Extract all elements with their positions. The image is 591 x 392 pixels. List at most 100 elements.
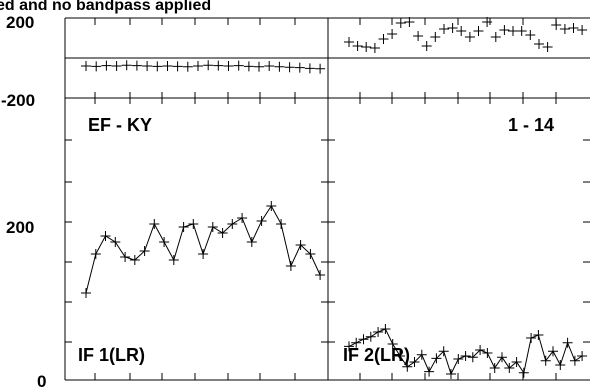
amp-right-point-21 [497,352,507,363]
amp-right-point-10 [416,349,427,360]
amp-left-point-22 [295,240,306,250]
phase-right-point-8 [413,31,424,41]
phase-left-point-6 [142,61,153,71]
amp-right-point-29 [555,360,566,370]
amp-left-point-10 [178,222,189,232]
amp-left-point-6 [139,246,150,256]
amp-right-point-26 [533,330,544,340]
phase-left-point-12 [203,60,214,71]
amp-right-point-12 [431,353,442,364]
phase-right-point-14 [464,32,475,42]
phase-left-point-20 [284,62,295,73]
plot-frame [64,17,590,381]
amp-left-point-18 [256,216,267,226]
amp-left-point-15 [227,219,238,229]
amp-left-point-8 [159,237,170,247]
phase-left-series [81,60,326,74]
legend-if2: IF 2(LR) [343,345,410,365]
amp-right-point-0 [344,341,354,352]
phase-left-point-7 [152,61,163,72]
phase-right-point-3 [369,43,380,53]
phase-left-point-8 [162,61,173,71]
phase-right-point-22 [534,39,544,49]
phase-right-point-4 [378,34,389,44]
amp-left-point-7 [149,219,160,229]
amp-right-point-18 [475,345,486,355]
phase-right-point-13 [456,26,467,36]
phase-right-point-12 [447,23,458,33]
amp-left-point-11 [188,219,199,229]
chart-title-fragment: ed and no bandpass applied [0,0,211,14]
amp-left-point-3 [110,237,121,247]
amp-right-point-15 [453,354,464,364]
phase-left-point-22 [304,63,315,74]
baseline-label: EF - KY [88,115,152,135]
amp-right-point-1 [351,337,362,348]
amp-left-point-12 [198,249,209,259]
phase-left-point-15 [233,60,244,71]
amp-left-point-19 [266,201,277,211]
phase-left-point-2 [101,60,112,71]
phase-right-point-7 [404,17,415,27]
phase-right-point-16 [482,17,493,27]
amp-left-point-14 [217,228,228,238]
amp-right-point-3 [365,331,376,342]
amp-right-point-14 [446,369,456,379]
phase-left-point-19 [274,61,285,72]
phase-right-point-5 [387,29,398,39]
phase-right-point-19 [508,26,518,36]
phase-right-point-18 [499,25,510,35]
phase-left-point-1 [91,61,102,72]
phase-right-point-26 [568,23,579,33]
phase-ytick-bottom: -200 [1,91,35,110]
amp-right-point-23 [511,357,522,367]
phase-left-point-3 [111,61,122,71]
scan-range-label: 1 - 14 [508,115,554,135]
amp-left-point-17 [246,237,257,247]
phase-left-point-21 [294,62,305,73]
phase-right-point-0 [344,37,354,47]
tick-marks [65,17,590,381]
amp-left-point-13 [207,222,218,232]
phase-right-point-9 [421,41,432,51]
amp-right-point-32 [577,351,588,361]
amp-right-point-7 [395,351,405,361]
amp-ytick-zero: 0 [37,372,46,391]
phase-left-point-9 [172,61,183,72]
amp-right-point-20 [489,363,500,373]
phase-right-series [344,17,588,53]
phase-left-point-23 [315,63,326,74]
phase-right-point-2 [361,42,372,52]
amp-right-point-24 [518,367,529,378]
series-layer [81,17,588,379]
phase-left-point-0 [81,61,91,71]
amp-left-point-24 [315,270,326,280]
phase-right-point-20 [516,26,527,36]
phase-left-point-17 [254,61,264,72]
amp-right-point-31 [569,355,580,366]
phase-right-point-15 [473,26,484,36]
amp-left-point-21 [285,261,296,271]
amp-left-point-5 [129,255,140,265]
amp-right-point-13 [438,346,449,357]
legend-if1: IF 1(LR) [78,345,145,365]
phase-left-point-18 [264,61,275,71]
phase-right-point-10 [430,32,441,42]
amp-right-series [344,324,588,379]
amp-right-point-8 [402,361,413,372]
amp-right-point-27 [540,355,551,366]
amp-left-point-1 [90,249,101,259]
amp-left-point-2 [100,231,111,241]
amp-left-series [81,201,326,298]
amp-right-point-6 [387,339,398,349]
amp-right-point-17 [467,352,478,363]
amp-ytick-mid: 200 [6,218,34,237]
amp-left-point-0 [81,288,91,298]
amp-left-point-9 [168,255,179,265]
phase-left-point-14 [223,61,234,71]
phase-left-point-16 [243,61,254,72]
phase-right-point-1 [352,41,363,51]
phase-right-point-6 [395,18,406,28]
phase-right-point-23 [542,42,553,52]
